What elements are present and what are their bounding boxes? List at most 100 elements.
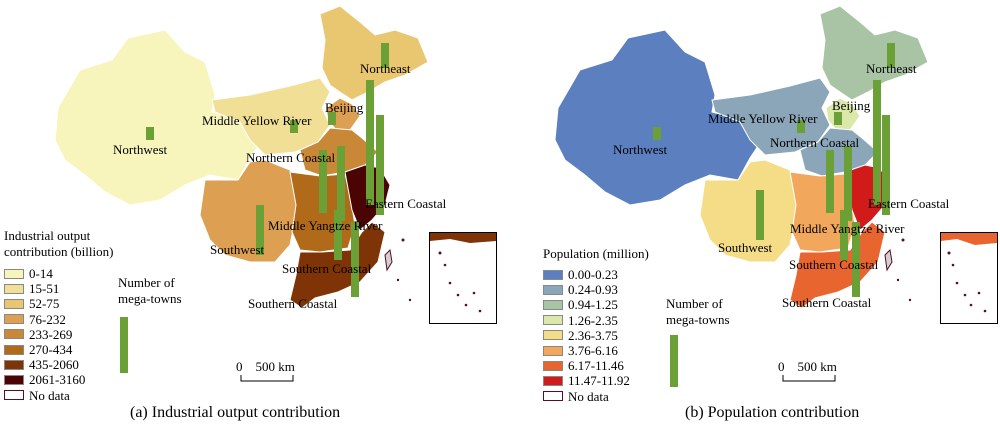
label-beijing: Beijing <box>325 100 364 115</box>
legend-item: 15-51 <box>4 281 85 296</box>
legend-label: 6.17-11.46 <box>568 358 624 374</box>
legend-label: 0.94-1.25 <box>568 297 618 313</box>
region-northeast <box>819 5 929 101</box>
label-southern-coastal-1: Southern Coastal <box>282 261 372 276</box>
island-dot <box>947 251 951 255</box>
scale-bar: 0 500 km <box>236 359 300 383</box>
map-svg <box>554 5 929 309</box>
legend-label: 233-269 <box>29 326 73 342</box>
island-dot <box>472 291 476 295</box>
scale-line <box>240 375 294 382</box>
scale-label: 0 500 km <box>778 359 837 374</box>
scale-line <box>782 375 836 382</box>
legend-swatch <box>4 359 24 370</box>
region-middle-yellow-river <box>211 77 331 156</box>
caption: (b) Population contribution <box>685 404 860 421</box>
region-northwest <box>54 29 263 206</box>
island-dot <box>478 309 482 313</box>
island-dot <box>977 291 981 295</box>
inset-land <box>430 233 496 243</box>
label-northeast: Northeast <box>360 61 411 76</box>
legend-title: Population (million) <box>543 246 649 262</box>
mega-town-bar-eastern-coastal-a <box>873 80 881 205</box>
inset-svg <box>941 233 997 313</box>
mega-towns-legend-title: Number of mega-towns <box>666 296 730 328</box>
mega-title-line-1: Number of <box>118 275 175 290</box>
legend-item: 0.00-0.23 <box>543 267 630 282</box>
legend-swatch <box>543 284 563 295</box>
label-northern-coastal: Northern Coastal <box>770 135 860 150</box>
mega-town-bar-northeast <box>381 43 389 68</box>
island-taiwan <box>384 248 393 272</box>
legend-swatch <box>543 391 563 402</box>
island-dot <box>443 263 447 267</box>
mega-town-bar-eastern-coastal-a <box>366 80 374 205</box>
legend-item: 435-2060 <box>4 357 85 372</box>
island-dot <box>951 263 955 267</box>
mega-town-bar-beijing <box>328 112 336 125</box>
legend-label: 15-51 <box>29 281 60 297</box>
mega-town-bar-middle-yellow-river <box>290 120 298 133</box>
mega-town-bar-southwest <box>756 190 764 240</box>
legend-label: 11.47-11.92 <box>568 373 630 389</box>
legend-label: 52-75 <box>29 296 60 312</box>
label-eastern-coastal: Eastern Coastal <box>365 196 447 211</box>
legend-label: 3.76-6.16 <box>568 343 618 359</box>
legend-item: 1.26-2.35 <box>543 313 630 328</box>
island-dot <box>448 281 452 285</box>
mega-title-line-2: mega-towns <box>118 291 182 306</box>
legend-item: 3.76-6.16 <box>543 343 630 358</box>
island-dot <box>983 309 987 313</box>
legend-item: 0-14 <box>4 266 85 281</box>
mega-town-bar-northern-coastal-a <box>826 150 834 213</box>
label-southern-coastal-2: Southern Coastal <box>248 296 338 311</box>
mega-town-bar-northern-coastal-b <box>844 146 852 221</box>
legend-label: 1.26-2.35 <box>568 312 618 328</box>
legend-label: No data <box>29 387 70 403</box>
legend-swatch <box>543 269 563 280</box>
legend-swatch <box>4 314 24 325</box>
legend-swatch <box>4 344 24 355</box>
legend-item: 233-269 <box>4 327 85 342</box>
scale-bar: 0 500 km <box>778 359 842 383</box>
label-southern-coastal-2: Southern Coastal <box>782 295 872 310</box>
legend-item: No data <box>4 388 85 403</box>
legend-label: 76-232 <box>29 311 66 327</box>
island-dot <box>908 298 912 302</box>
legend-swatch <box>543 360 563 371</box>
mega-town-bar-southern-coastal <box>852 222 860 297</box>
legend-label: 2.36-3.75 <box>568 327 618 343</box>
island-dot <box>401 238 405 242</box>
island-dot <box>408 298 412 302</box>
island-dot <box>963 293 967 297</box>
label-northern-coastal: Northern Coastal <box>246 150 336 165</box>
legend-title-line-1: Population (million) <box>543 246 649 261</box>
legend-label: 0.00-0.23 <box>568 267 618 283</box>
legend-swatch <box>4 298 24 309</box>
label-eastern-coastal: Eastern Coastal <box>868 196 950 211</box>
mega-town-bar-eastern-coastal-b <box>882 115 890 215</box>
legend-swatch <box>543 330 563 341</box>
legend-item: 2061-3160 <box>4 372 85 387</box>
label-northwest: Northwest <box>113 142 168 157</box>
map-panel-population: Northeast Beijing Middle Yellow River No… <box>500 0 1000 428</box>
legend-swatch <box>4 390 24 401</box>
legend-title-line-2: contribution (billion) <box>4 244 114 259</box>
mega-title-line-1: Number of <box>666 296 723 311</box>
mega-town-bar-eastern-coastal-b <box>376 115 384 215</box>
mega-town-bar-middle-yangtze <box>840 210 848 260</box>
mega-town-bar-beijing <box>834 112 842 125</box>
caption: (a) Industrial output contribution <box>130 404 341 421</box>
label-northwest: Northwest <box>613 142 668 157</box>
label-beijing: Beijing <box>832 98 871 113</box>
label-middle-yellow-river: Middle Yellow River <box>202 113 312 128</box>
legend-swatch <box>4 329 24 340</box>
label-middle-yangtze: Middle Yangtze River <box>790 221 905 236</box>
region-northwest <box>554 29 763 206</box>
legend-swatch <box>543 345 563 356</box>
legend-item: No data <box>543 389 630 404</box>
legend: 0.00-0.23 0.24-0.93 0.94-1.25 1.26-2.35 2.36… <box>543 267 630 404</box>
legend-swatch <box>4 374 24 385</box>
mega-town-bar-northern-coastal-b <box>337 146 345 221</box>
legend-label: 435-2060 <box>29 357 79 373</box>
